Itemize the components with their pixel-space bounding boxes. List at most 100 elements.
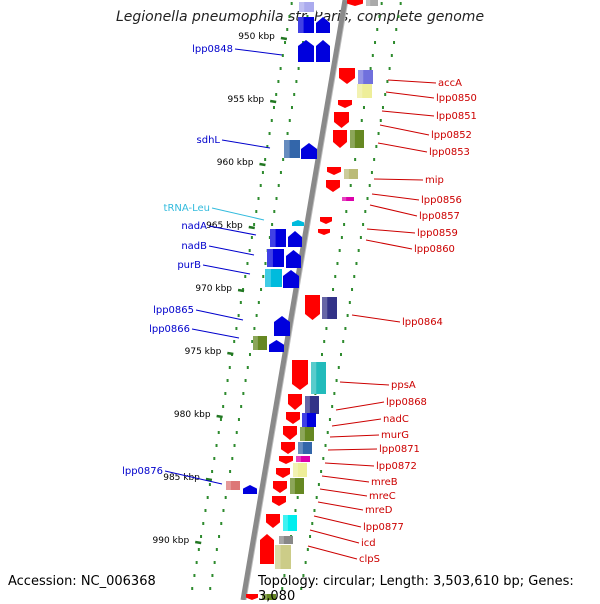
track-dot <box>255 210 258 213</box>
track-dot <box>277 80 280 83</box>
track-dot <box>325 327 328 330</box>
track-dot <box>334 275 337 278</box>
gene-arrow <box>338 100 352 108</box>
gene-box <box>270 229 286 247</box>
label-leader <box>164 470 223 485</box>
right-gene-label: lpp0871 <box>379 444 420 455</box>
track-dot <box>224 392 227 395</box>
gene-box-shade <box>300 427 305 441</box>
track-dot <box>338 249 341 252</box>
label-leader <box>329 434 380 438</box>
label-leader <box>313 515 362 528</box>
track-dot <box>235 327 238 330</box>
label-leader <box>381 110 435 117</box>
left-gene-label: lpp0876 <box>122 466 163 477</box>
gene-arrow <box>326 180 340 192</box>
track-dot <box>368 184 371 187</box>
gene-box-shade <box>358 70 364 84</box>
kbp-tick <box>280 36 288 41</box>
track-dot <box>273 210 276 213</box>
right-gene-label: lpp0850 <box>436 93 477 104</box>
track-dot <box>381 106 384 109</box>
track-dot <box>222 509 225 512</box>
track-dot <box>251 340 254 343</box>
track-dot <box>290 2 293 5</box>
gene-labels: lpp0848 sdhL tRNA-Leu nadA nadB purB lpp0865 lp… <box>122 44 477 565</box>
track-dot <box>281 54 284 57</box>
label-leader <box>324 462 375 467</box>
track-dot <box>336 262 339 265</box>
track-dot <box>351 288 354 291</box>
track-dot <box>215 548 218 551</box>
track-dot <box>320 353 323 356</box>
track-dot <box>353 275 356 278</box>
track-dot <box>275 197 278 200</box>
gene-box <box>296 456 310 462</box>
track-dot <box>332 288 335 291</box>
track-dot <box>378 15 381 18</box>
track-dot <box>248 249 251 252</box>
label-leader <box>371 193 420 201</box>
gene-arrow <box>320 217 332 224</box>
track-dot <box>260 288 263 291</box>
gene-box-shade <box>322 297 328 319</box>
track-dot <box>349 184 352 187</box>
track-dot <box>384 93 387 96</box>
track-dot <box>302 574 305 577</box>
track-dot <box>281 587 284 590</box>
gene-arrow <box>274 316 290 336</box>
gene-box-shade <box>253 336 258 350</box>
gene-box-shade <box>262 594 267 600</box>
gene-box <box>226 481 240 490</box>
gene-box-shade <box>317 2 322 12</box>
track-dot <box>355 262 358 265</box>
label-leader <box>373 178 424 181</box>
gene-box-shade <box>302 413 307 427</box>
track-dot <box>275 93 278 96</box>
gene-arrow <box>276 468 290 478</box>
gene-box <box>265 269 282 287</box>
gene-box <box>317 2 329 12</box>
left-gene-label: tRNA-Leu <box>164 203 210 214</box>
track-dot <box>373 158 376 161</box>
gene-box-shade <box>366 0 371 6</box>
track-dot <box>255 314 258 317</box>
kbp-tick <box>259 162 266 167</box>
kbp-tick <box>248 225 255 230</box>
track-dot <box>322 457 325 460</box>
track-dot <box>200 535 203 538</box>
kbp-label: 970 kbp <box>195 284 232 294</box>
gene-box-shade <box>275 545 281 569</box>
track-dot <box>220 522 223 525</box>
track-dot <box>206 496 209 499</box>
track-dot <box>259 184 262 187</box>
track-dot <box>233 444 236 447</box>
kbp-ticks: 950 kbp 955 kbp 960 kbp 965 kbp 970 kbp 975 k… <box>153 32 288 546</box>
right-gene-label: icd <box>361 538 376 549</box>
track-dot <box>359 236 362 239</box>
track-dot <box>215 444 218 447</box>
gene-arrow <box>334 112 349 128</box>
track-dot <box>240 405 243 408</box>
track-dot <box>195 561 198 564</box>
gene-box <box>366 0 378 6</box>
label-leader <box>335 401 385 411</box>
track-dot <box>228 366 231 369</box>
track-dot <box>279 67 282 70</box>
label-leader <box>377 142 428 153</box>
gene-arrow <box>316 17 330 33</box>
label-leader <box>327 448 378 451</box>
gene-box-shade <box>298 17 304 33</box>
gene-box <box>358 70 373 84</box>
track-dot <box>209 587 212 590</box>
gene-box-shade <box>283 515 288 531</box>
track-dot <box>362 106 365 109</box>
track-dot <box>261 171 264 174</box>
left-gene-label: lpp0866 <box>149 324 190 335</box>
track-dot <box>335 379 338 382</box>
track-dot <box>377 132 380 135</box>
track-dot <box>328 418 331 421</box>
track-dot <box>290 106 293 109</box>
kbp-tick <box>269 99 277 104</box>
right-gene-label: mreB <box>371 477 398 488</box>
